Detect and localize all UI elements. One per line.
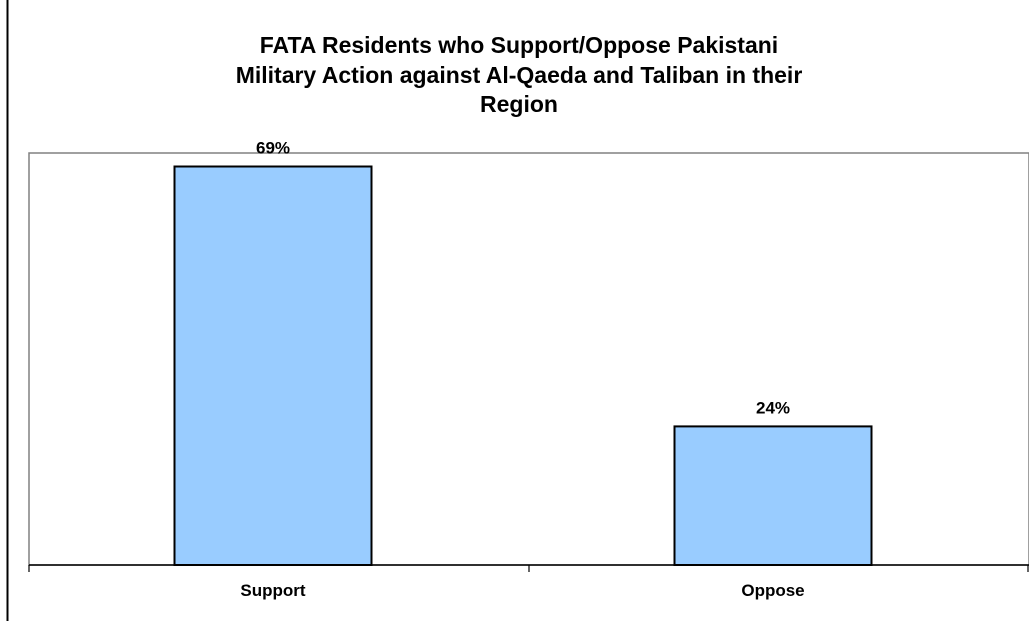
chart-title: FATA Residents who Support/Oppose Pakist… [236, 32, 803, 117]
figure-border [6, 0, 9, 621]
x-axis-ticks [28, 565, 1029, 572]
bar-support [173, 165, 373, 566]
data-label-oppose: 24% [756, 398, 790, 417]
chart-title-line-3: Region [480, 91, 558, 117]
bar-oppose [673, 425, 873, 566]
bars-layer: 69% Support 24% Oppose [173, 139, 873, 600]
category-label-support: Support [240, 581, 305, 600]
category-label-oppose: Oppose [741, 581, 804, 600]
chart-title-line-2: Military Action against Al-Qaeda and Tal… [236, 62, 803, 88]
chart-title-line-1: FATA Residents who Support/Oppose Pakist… [260, 32, 778, 58]
data-label-support: 69% [256, 139, 290, 158]
